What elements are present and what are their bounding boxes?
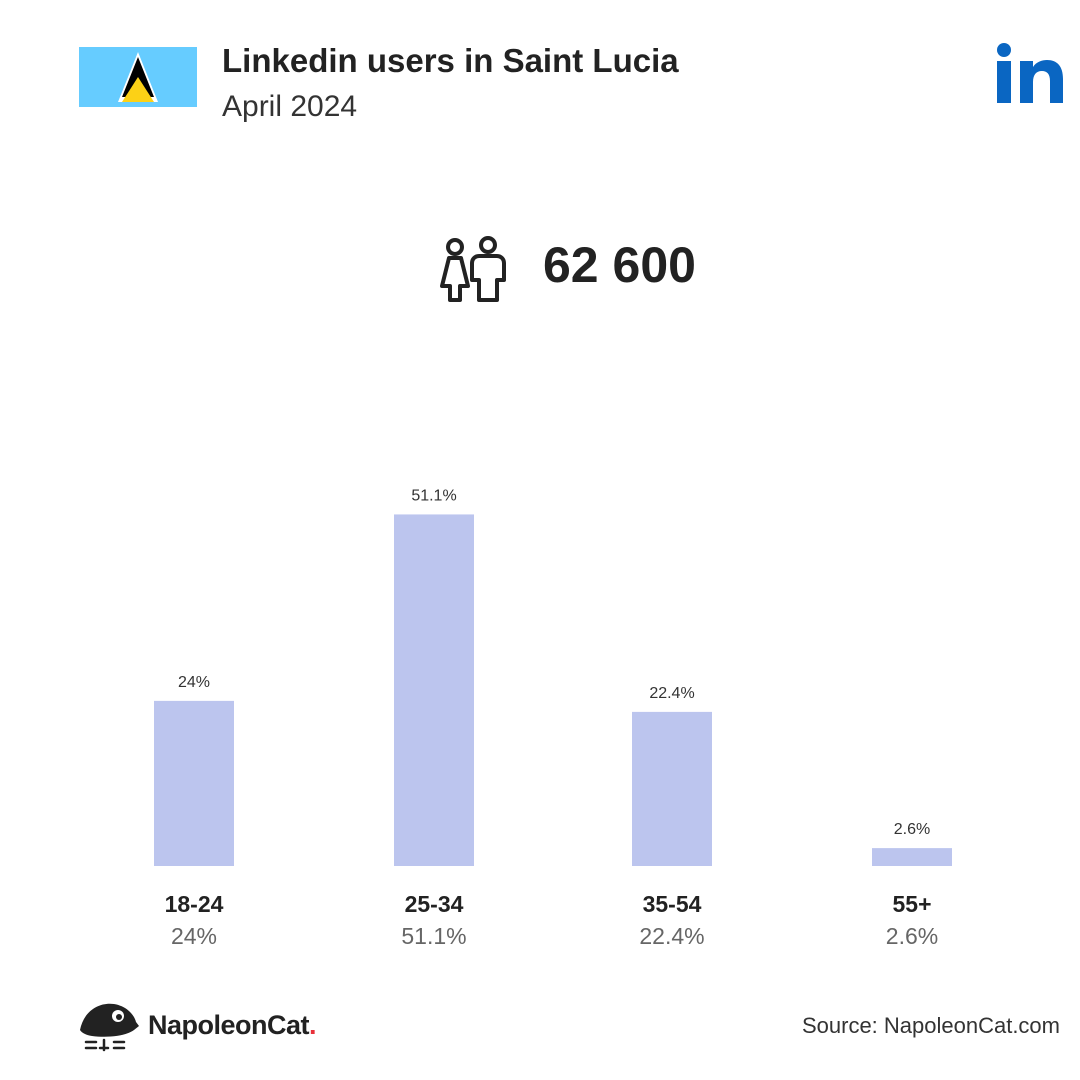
- linkedin-logo-icon: [997, 43, 1063, 103]
- saint-lucia-flag-icon: [79, 47, 197, 107]
- category-value-label: 22.4%: [639, 923, 704, 949]
- source-text: Source: NapoleonCat.com: [801, 1013, 1060, 1038]
- brand-name-text: NapoleonCat: [148, 1010, 310, 1040]
- bar-value-label: 22.4%: [649, 685, 694, 702]
- category-label: 18-24: [165, 891, 224, 917]
- category-value-label: 51.1%: [401, 923, 466, 949]
- bar-35-54: [632, 711, 712, 866]
- age-distribution-chart: 24% 18-24 24% 51.1% 25-34 51.1% 22.4% 35-54 22.4…: [154, 487, 952, 949]
- napoleoncat-logo-icon: [80, 1003, 139, 1052]
- page-subtitle: April 2024: [222, 90, 358, 123]
- bar-18-24: [154, 700, 234, 866]
- bar-value-label: 51.1%: [411, 487, 456, 504]
- category-value-label: 24%: [171, 923, 217, 949]
- category-label: 35-54: [643, 891, 702, 917]
- bar-55+: [872, 848, 952, 866]
- bar-25-34: [394, 514, 474, 866]
- category-value-label: 2.6%: [886, 923, 938, 949]
- bar-value-label: 2.6%: [894, 821, 930, 838]
- total-users-value: 62 600: [543, 237, 696, 293]
- page-title: Linkedin users in Saint Lucia: [222, 42, 679, 79]
- brand-name: NapoleonCat.: [148, 1010, 317, 1041]
- category-label: 25-34: [405, 891, 464, 917]
- people-icon: [440, 236, 506, 302]
- brand-dot: .: [309, 1010, 317, 1040]
- category-label: 55+: [892, 891, 931, 917]
- bar-value-label: 24%: [178, 674, 210, 691]
